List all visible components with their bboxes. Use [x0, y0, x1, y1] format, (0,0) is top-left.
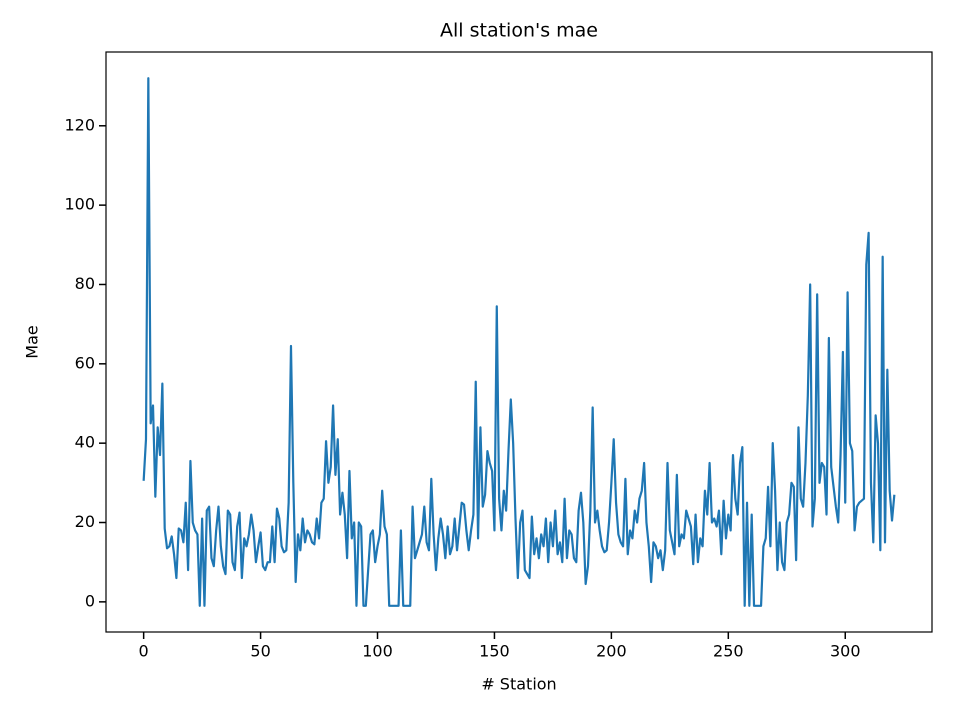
y-tick-label: 0 [85, 591, 95, 610]
x-tick-label: 250 [713, 642, 744, 661]
y-tick-label: 60 [75, 353, 95, 372]
data-line [142, 77, 896, 607]
y-tick-label: 80 [75, 274, 95, 293]
y-tick-label: 40 [75, 433, 95, 452]
x-tick-label: 0 [139, 642, 149, 661]
y-tick-label: 20 [75, 512, 95, 531]
x-axis-label: # Station [481, 675, 556, 694]
x-tick-label: 300 [830, 642, 861, 661]
y-axis-label: Mae [23, 325, 42, 358]
plot-frame [105, 51, 933, 633]
x-tick-label: 150 [479, 642, 510, 661]
y-tick-label: 120 [64, 115, 95, 134]
chart-title: All station's mae [440, 20, 598, 42]
y-tick-label: 100 [64, 195, 95, 214]
x-tick-label: 50 [250, 642, 270, 661]
x-tick-label: 100 [362, 642, 393, 661]
x-tick-label: 200 [596, 642, 627, 661]
